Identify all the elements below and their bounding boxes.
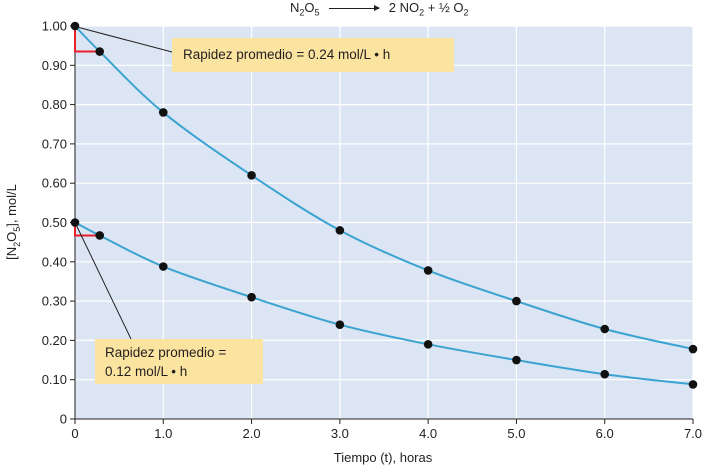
data-point: [158, 262, 168, 271]
rate-step-marker: [74, 26, 100, 53]
y-tick-label: 0.90: [42, 58, 67, 73]
callout-bottom-line1: Rapidez promedio =: [105, 345, 227, 360]
x-tick-label: 3.0: [331, 426, 349, 441]
y-tick-label: 0.20: [42, 333, 67, 348]
equation-reactant: N2O5: [290, 0, 320, 18]
data-point: [423, 266, 433, 275]
y-tick-label: 0.40: [42, 254, 67, 269]
rate-step-marker: [74, 222, 100, 237]
equation-products: 2 NO2 + ½ O2: [388, 0, 469, 18]
x-tick-label: 1.0: [154, 426, 172, 441]
data-point: [335, 226, 345, 235]
average-rate-callout-top: Rapidez promedio = 0.24 mol/L • h: [172, 38, 454, 72]
data-point: [688, 344, 698, 354]
x-tick-label: 5.0: [507, 426, 525, 441]
y-tick-label: 0: [60, 412, 67, 427]
x-tick-label: 4.0: [419, 426, 437, 441]
series-line-2: [74, 221, 694, 386]
y-axis-title: [N2O5], mol/L: [4, 184, 22, 260]
data-point: [247, 171, 256, 180]
data-point: [688, 380, 698, 389]
x-tick-label: 0: [71, 426, 78, 441]
callout-bottom-line2: 0.12 mol/L • h: [105, 364, 188, 379]
data-point: [335, 320, 345, 329]
data-point: [247, 292, 256, 302]
x-tick-label: 7.0: [684, 426, 702, 441]
x-axis-title: Tiempo (t), horas: [334, 450, 433, 465]
x-tick-label: 6.0: [596, 426, 614, 441]
y-tick-label: 1.00: [42, 19, 67, 34]
callout-leader-top: [76, 26, 173, 53]
data-point: [600, 369, 610, 379]
y-tick-label: 0.30: [42, 294, 67, 309]
y-tick-label: 0.60: [42, 176, 67, 191]
y-tick-label: 0.70: [42, 136, 67, 151]
y-tick-label: 0.80: [42, 97, 67, 112]
callout-leader-bottom: [75, 224, 132, 340]
data-point: [600, 324, 610, 334]
data-point: [95, 231, 105, 240]
data-point: [95, 47, 105, 56]
y-tick-label: 0.10: [42, 372, 67, 387]
data-point: [512, 296, 521, 306]
data-point: [512, 355, 521, 365]
y-tick-label: 0.50: [42, 215, 67, 230]
data-point: [158, 108, 168, 117]
reaction-equation: N2O5 2 NO2 + ½ O2: [290, 0, 469, 18]
average-rate-callout-bottom: Rapidez promedio = 0.12 mol/L • h: [95, 339, 263, 384]
x-tick-label: 2.0: [243, 426, 261, 441]
reaction-arrow-icon: [329, 5, 381, 12]
data-point: [423, 340, 433, 349]
